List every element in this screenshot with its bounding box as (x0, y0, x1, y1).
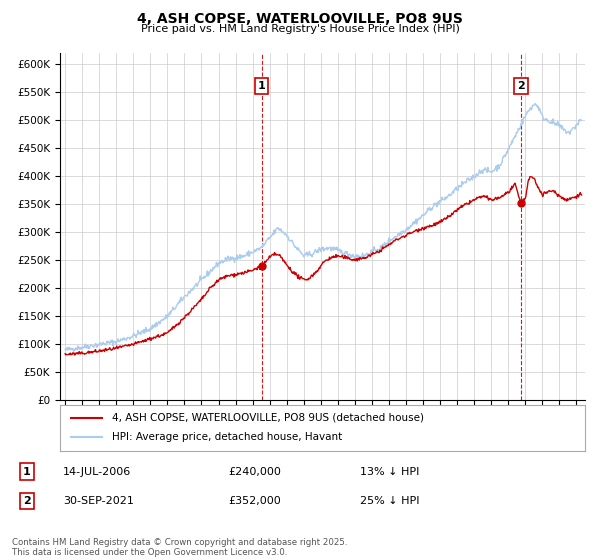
Text: 4, ASH COPSE, WATERLOOVILLE, PO8 9US: 4, ASH COPSE, WATERLOOVILLE, PO8 9US (137, 12, 463, 26)
Text: 13% ↓ HPI: 13% ↓ HPI (360, 466, 419, 477)
Text: 30-SEP-2021: 30-SEP-2021 (63, 496, 134, 506)
Text: Price paid vs. HM Land Registry's House Price Index (HPI): Price paid vs. HM Land Registry's House … (140, 24, 460, 34)
Text: 14-JUL-2006: 14-JUL-2006 (63, 466, 131, 477)
Text: 1: 1 (258, 81, 266, 91)
Text: 1: 1 (23, 466, 31, 477)
Text: Contains HM Land Registry data © Crown copyright and database right 2025.
This d: Contains HM Land Registry data © Crown c… (12, 538, 347, 557)
Text: 25% ↓ HPI: 25% ↓ HPI (360, 496, 419, 506)
Text: 2: 2 (23, 496, 31, 506)
Text: HPI: Average price, detached house, Havant: HPI: Average price, detached house, Hava… (113, 432, 343, 442)
Text: 4, ASH COPSE, WATERLOOVILLE, PO8 9US (detached house): 4, ASH COPSE, WATERLOOVILLE, PO8 9US (de… (113, 413, 425, 423)
Text: £352,000: £352,000 (228, 496, 281, 506)
Text: £240,000: £240,000 (228, 466, 281, 477)
Text: 2: 2 (517, 81, 525, 91)
